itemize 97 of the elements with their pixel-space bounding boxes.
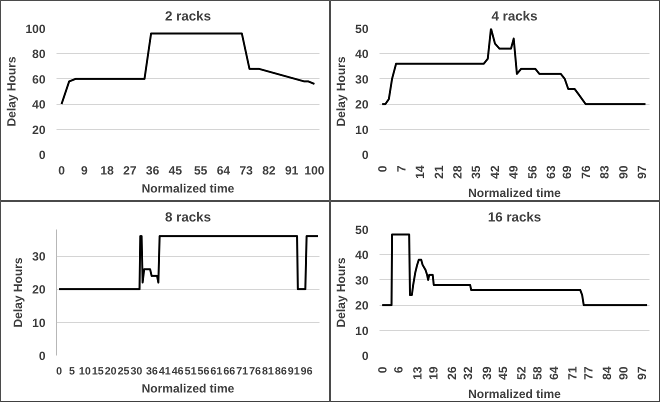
- x-tick-label: 27: [123, 164, 137, 178]
- x-tick-label: 84: [600, 366, 614, 380]
- x-tick-label: 69: [560, 165, 574, 179]
- x-tick-label: 82: [262, 164, 276, 178]
- x-tick-label: 0: [376, 366, 390, 374]
- x-tick-label: 13: [410, 366, 424, 380]
- y-tick-label: 10: [355, 122, 369, 137]
- chart-title: 2 racks: [165, 8, 211, 24]
- y-tick-label: 20: [355, 298, 369, 313]
- x-tick-label: 81: [262, 366, 274, 378]
- x-tick-label: 52: [514, 366, 529, 380]
- x-tick-label: 49: [506, 165, 521, 179]
- y-tick-label: 80: [32, 47, 46, 62]
- x-tick-label: 0: [58, 164, 66, 178]
- x-tick-label: 45: [496, 366, 510, 380]
- x-tick-label: 10: [78, 366, 91, 378]
- x-axis-title: Normalized time: [142, 382, 235, 396]
- chart-title: 16 racks: [488, 210, 542, 224]
- x-tick-label: 15: [92, 366, 104, 378]
- y-tick-label: 40: [355, 47, 369, 62]
- y-tick-label: 0: [38, 349, 46, 363]
- y-tick-label: 100: [25, 22, 46, 36]
- x-tick-label: 26: [445, 366, 460, 380]
- x-tick-label: 83: [598, 165, 612, 179]
- x-tick-label: 90: [616, 366, 630, 380]
- x-tick-label: 97: [634, 366, 649, 380]
- x-tick-label: 36: [146, 366, 158, 378]
- x-tick-label: 35: [469, 165, 484, 179]
- x-tick-label: 76: [249, 366, 262, 378]
- x-tick-label: 58: [530, 366, 545, 380]
- y-tick-label: 50: [355, 223, 369, 237]
- x-tick-label: 66: [223, 366, 236, 378]
- x-tick-label: 100: [304, 164, 325, 178]
- x-tick-label: 55: [194, 164, 208, 178]
- x-tick-label: 42: [488, 165, 502, 179]
- x-tick-label: 9: [80, 164, 88, 178]
- x-tick-label: 45: [168, 164, 182, 178]
- y-axis-title: Delay Hours: [334, 257, 348, 328]
- x-tick-label: 91: [285, 164, 299, 178]
- y-tick-label: 30: [32, 250, 46, 264]
- x-tick-label: 91: [288, 366, 300, 378]
- x-tick-label: 5: [69, 366, 76, 378]
- y-tick-label: 40: [355, 248, 369, 262]
- x-tick-label: 73: [239, 164, 254, 178]
- x-tick-label: 64: [546, 366, 561, 380]
- x-tick-label: 71: [565, 366, 580, 380]
- x-tick-label: 46: [172, 366, 184, 378]
- x-tick-label: 41: [158, 366, 171, 378]
- y-axis-title: Delay Hours: [334, 56, 348, 127]
- x-tick-label: 20: [104, 366, 117, 378]
- x-tick-label: 18: [100, 164, 114, 178]
- x-axis-title: Normalized time: [468, 186, 562, 200]
- x-tick-label: 51: [184, 366, 197, 378]
- y-tick-label: 20: [32, 282, 46, 297]
- x-tick-label: 32: [461, 366, 476, 380]
- x-tick-label: 14: [413, 165, 428, 179]
- x-tick-label: 86: [274, 366, 287, 378]
- x-tick-label: 36: [146, 164, 160, 178]
- y-tick-label: 20: [355, 98, 369, 112]
- x-tick-label: 39: [480, 366, 494, 380]
- y-tick-label: 30: [355, 273, 369, 288]
- y-axis-title: Delay Hours: [11, 257, 26, 328]
- y-tick-label: 60: [32, 72, 46, 86]
- chart-title: 8 racks: [165, 210, 211, 224]
- x-tick-label: 25: [118, 366, 130, 378]
- y-tick-label: 0: [38, 148, 46, 162]
- x-tick-label: 0: [56, 366, 62, 378]
- y-tick-label: 0: [362, 349, 369, 363]
- y-axis-title: Delay Hours: [4, 56, 18, 127]
- y-tick-label: 30: [355, 72, 369, 86]
- y-tick-label: 10: [355, 324, 369, 338]
- x-tick-label: 71: [236, 366, 248, 378]
- y-tick-label: 10: [32, 316, 46, 330]
- x-axis-title: Normalized time: [468, 386, 562, 401]
- chart-title: 4 racks: [492, 8, 538, 24]
- x-tick-label: 77: [582, 366, 596, 380]
- y-tick-label: 40: [32, 98, 46, 112]
- x-tick-label: 28: [450, 165, 465, 179]
- x-tick-label: 64: [216, 164, 230, 178]
- x-tick-label: 63: [544, 165, 558, 179]
- x-tick-label: 96: [300, 366, 313, 378]
- x-tick-label: 21: [432, 165, 446, 179]
- x-tick-label: 90: [616, 165, 630, 179]
- x-tick-label: 7: [394, 165, 408, 172]
- x-tick-label: 0: [376, 165, 390, 172]
- x-tick-label: 30: [130, 366, 142, 378]
- y-tick-label: 0: [362, 148, 369, 162]
- y-tick-label: 50: [355, 22, 369, 36]
- x-axis-title: Normalized time: [142, 182, 235, 196]
- x-tick-label: 76: [578, 165, 593, 179]
- x-tick-label: 6: [392, 366, 406, 374]
- x-tick-label: 97: [634, 165, 649, 179]
- x-tick-label: 56: [198, 366, 210, 378]
- x-tick-label: 61: [210, 366, 222, 378]
- y-tick-label: 20: [32, 122, 46, 137]
- x-tick-label: 56: [525, 165, 540, 179]
- x-tick-label: 19: [426, 366, 440, 380]
